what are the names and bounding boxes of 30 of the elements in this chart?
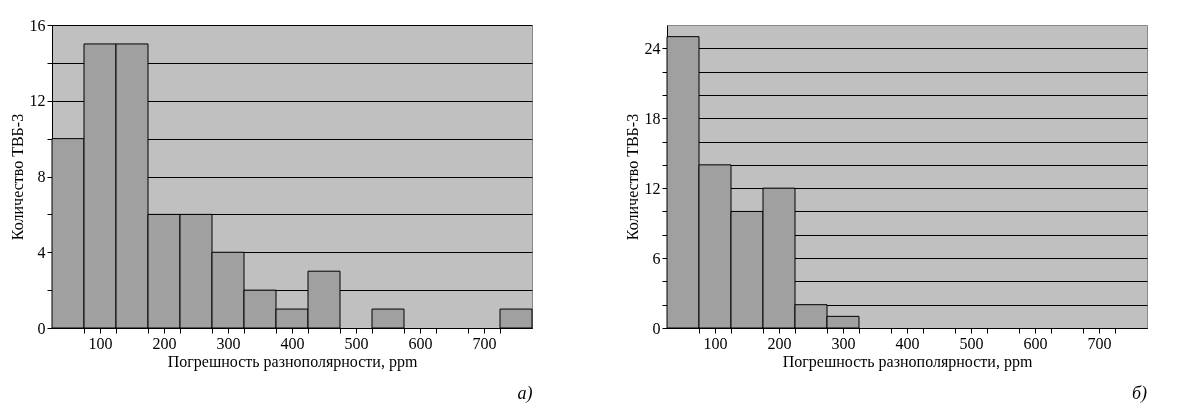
y-tick-label: 6	[652, 249, 661, 267]
x-tick-label: 700	[1087, 334, 1112, 352]
x-tick-label: 700	[472, 334, 497, 352]
x-tick-label: 600	[408, 334, 433, 352]
x-tick-label: 100	[88, 334, 113, 352]
x-tick-label: 300	[831, 334, 856, 352]
x-tick-label: 600	[1023, 334, 1048, 352]
x-tick-label: 100	[703, 334, 728, 352]
y-tick-label: 12	[644, 179, 661, 197]
y-axis-title: Количество ТВБ-3	[623, 113, 641, 241]
y-tick-label: 12	[29, 92, 46, 110]
text: б)	[1131, 383, 1148, 404]
x-axis-title: Погрешность разнополярности, ppm	[782, 352, 1033, 371]
y-tick-label: 0	[652, 319, 661, 337]
y-tick-label: 4	[37, 243, 46, 261]
x-tick-label: 400	[280, 334, 305, 352]
x-tick-label: 400	[895, 334, 920, 352]
y-tick-label: 16	[29, 16, 46, 34]
y-tick-label: 8	[37, 168, 46, 185]
x-tick-label: 300	[216, 334, 241, 352]
x-axis-title: Погрешность разнополярности, ppm	[167, 352, 418, 371]
y-tick-label: 18	[644, 109, 661, 127]
y-tick-label: 0	[37, 319, 46, 337]
x-tick-label: 200	[767, 334, 792, 352]
y-axis-title: Количество ТВБ-3	[8, 113, 26, 241]
y-tick-label: 24	[644, 39, 661, 57]
x-tick-label: 500	[959, 334, 984, 352]
text: а)	[517, 383, 533, 404]
x-tick-label: 200	[152, 334, 177, 352]
x-tick-label: 500	[344, 334, 369, 352]
